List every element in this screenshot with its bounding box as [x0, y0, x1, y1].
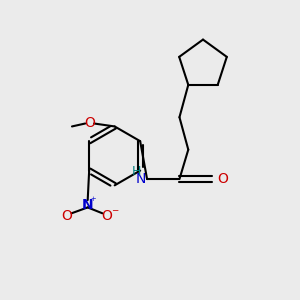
Text: O: O — [61, 209, 73, 223]
Text: N: N — [135, 172, 146, 186]
Text: $^-$: $^-$ — [110, 207, 120, 220]
Text: $^+$: $^+$ — [89, 196, 98, 206]
Text: O: O — [84, 116, 95, 130]
Text: H: H — [132, 165, 141, 178]
Text: O: O — [217, 172, 228, 186]
Text: N: N — [82, 198, 94, 212]
Text: O: O — [101, 209, 112, 223]
